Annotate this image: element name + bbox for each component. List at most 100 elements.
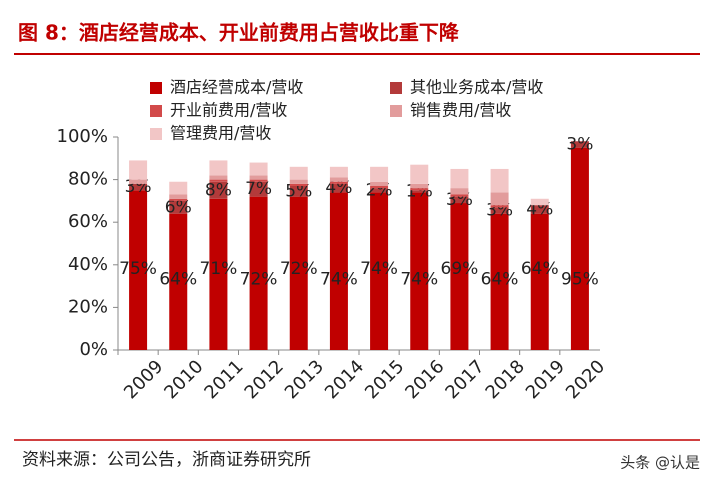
- value-label: 64%: [159, 270, 197, 290]
- y-tick-label: 80%: [68, 169, 108, 190]
- value-label: 6%: [165, 197, 192, 217]
- bar-segment: [249, 179, 268, 182]
- bar-segment: [289, 166, 308, 180]
- value-label: 74%: [320, 270, 358, 290]
- value-label: 74%: [360, 259, 398, 279]
- bar-segment: [169, 200, 188, 214]
- x-tick-label: 2018: [482, 356, 529, 403]
- x-tick-label: 2012: [241, 356, 288, 403]
- bar-segment: [490, 168, 509, 193]
- bar-segment: [209, 179, 228, 182]
- bar-segment: [490, 213, 509, 350]
- value-label: 7%: [245, 179, 272, 199]
- bar-segment: [249, 162, 268, 176]
- bar-segment: [289, 179, 308, 184]
- x-tick-label: 2014: [321, 356, 368, 403]
- bar-segment: [169, 198, 188, 201]
- bar-segment: [370, 181, 389, 186]
- value-label: 5%: [285, 181, 312, 201]
- value-label: 95%: [561, 270, 599, 290]
- source-note: 资料来源：公司公告，浙商证券研究所: [22, 450, 311, 470]
- value-label: 69%: [441, 259, 479, 279]
- x-tick-label: 2013: [281, 356, 328, 403]
- bar-segment: [249, 175, 268, 180]
- bar-segment: [410, 188, 429, 191]
- x-tick-label: 2016: [401, 356, 448, 403]
- bar-segment: [370, 166, 389, 182]
- x-tick-label: 2017: [441, 356, 488, 403]
- value-label: 74%: [400, 270, 438, 290]
- bar-segment: [490, 207, 509, 214]
- value-label: 72%: [240, 270, 278, 290]
- bar-segment: [450, 168, 469, 189]
- bar-segment: [570, 141, 589, 148]
- bar-segment: [530, 213, 549, 350]
- bar-segment: [129, 190, 148, 350]
- y-tick-label: 40%: [68, 254, 108, 275]
- value-label: 72%: [280, 259, 318, 279]
- bar-segment: [209, 198, 228, 350]
- y-tick-label: 0%: [79, 339, 108, 360]
- value-label: 3%: [566, 134, 593, 154]
- legend-swatch: [150, 105, 162, 117]
- x-tick-label: 2015: [361, 356, 408, 403]
- bar-segment: [289, 183, 308, 186]
- x-tick-label: 2010: [160, 356, 207, 403]
- legend-swatch: [150, 128, 162, 140]
- bar-segment: [530, 205, 549, 214]
- bar-segment: [450, 203, 469, 350]
- value-label: 64%: [481, 270, 519, 290]
- bar-segment: [410, 192, 429, 350]
- bar-segment: [450, 196, 469, 204]
- bar-segment: [209, 160, 228, 176]
- y-tick-label: 60%: [68, 211, 108, 232]
- bar-segment: [490, 205, 509, 208]
- legend-label: 其他业务成本/营收: [410, 78, 543, 97]
- bar-segment: [169, 181, 188, 195]
- watermark: 头条 @认是: [620, 454, 700, 472]
- legend-label: 开业前费用/营收: [170, 101, 287, 120]
- bar-segment: [289, 196, 308, 350]
- bar-segment: [289, 185, 308, 197]
- x-tick-label: 2020: [562, 356, 609, 403]
- value-label: 64%: [521, 259, 559, 279]
- legend-swatch: [390, 105, 402, 117]
- bar-segment: [370, 188, 389, 193]
- bar-segment: [410, 183, 429, 189]
- bar-segment: [490, 192, 509, 206]
- bar-segment: [450, 188, 469, 195]
- value-label: 75%: [119, 259, 157, 279]
- bar-segment: [169, 194, 188, 199]
- legend-label: 酒店经营成本/营收: [170, 78, 303, 97]
- bar-segment: [209, 181, 228, 199]
- legend-label: 销售费用/营收: [410, 101, 511, 120]
- bar-segment: [129, 160, 148, 180]
- bar-segment: [169, 213, 188, 350]
- bar-segment: [249, 181, 268, 197]
- bar-segment: [329, 177, 348, 182]
- bar-segment: [410, 164, 429, 184]
- bar-segment: [129, 183, 148, 191]
- x-tick-label: 2009: [120, 356, 167, 403]
- bar-segment: [129, 179, 148, 184]
- bar-segment: [370, 185, 389, 189]
- bar-segment: [370, 192, 389, 350]
- bar-segment: [410, 190, 429, 193]
- bar-segment: [570, 147, 589, 350]
- bar-segment: [530, 198, 549, 206]
- value-label: 71%: [200, 259, 238, 279]
- y-tick-label: 20%: [68, 296, 108, 317]
- x-tick-label: 2011: [200, 356, 247, 403]
- bar-segment: [329, 183, 348, 193]
- x-tick-label: 2019: [522, 356, 569, 403]
- legend-label: 管理费用/营收: [170, 124, 271, 143]
- bar-segment: [329, 166, 348, 178]
- legend-swatch: [150, 82, 162, 94]
- y-tick-label: 100%: [57, 126, 108, 147]
- value-label: 8%: [205, 180, 232, 200]
- bar-segment: [329, 192, 348, 350]
- chart-title: 图 8：酒店经营成本、开业前费用占营收比重下降: [18, 21, 460, 45]
- bar-segment: [450, 194, 469, 197]
- legend-swatch: [390, 82, 402, 94]
